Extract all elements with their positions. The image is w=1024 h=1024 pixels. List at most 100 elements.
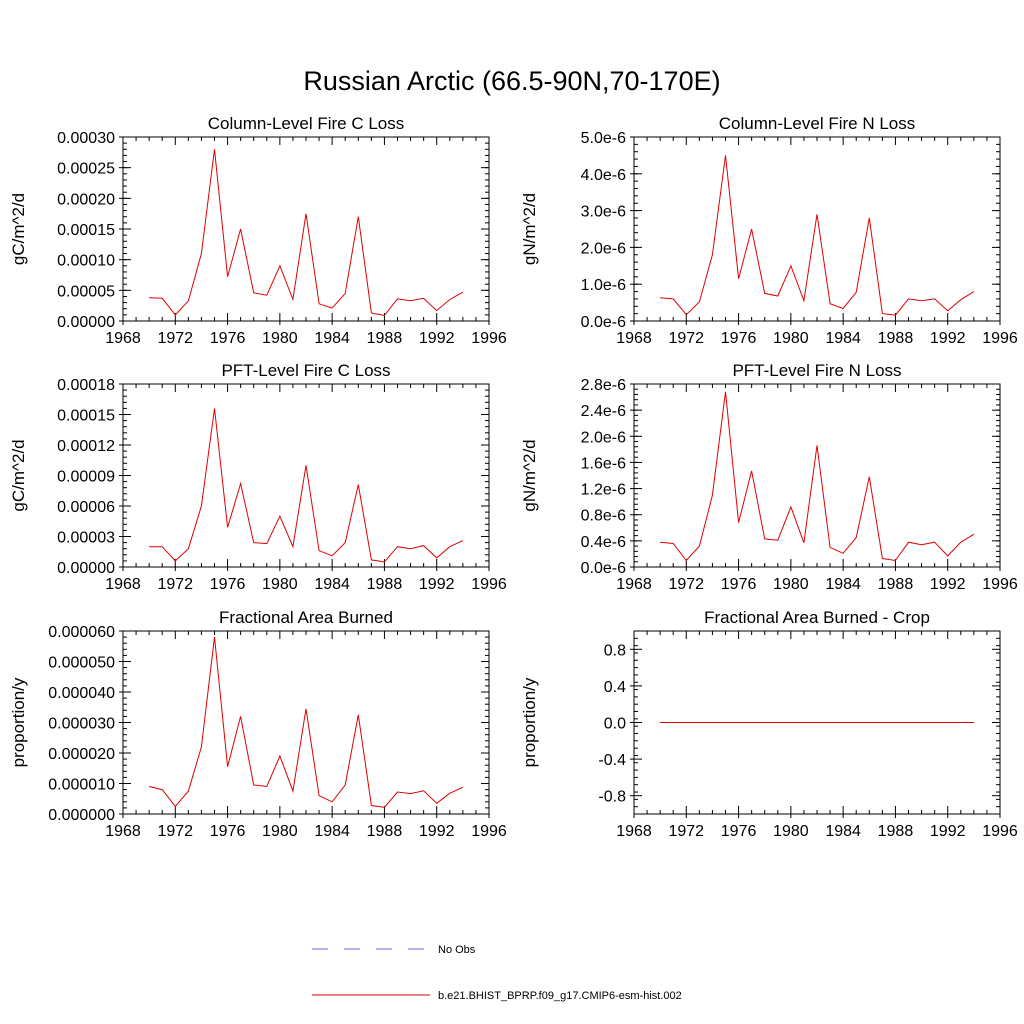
- x-tick-label: 1980: [262, 823, 298, 840]
- chart-panel: Fractional Area Burned proportion/y 1968 19…: [9, 608, 507, 840]
- y-tick-label: 0.0e-6: [581, 314, 626, 331]
- series-line: [660, 391, 975, 562]
- plot-frame: [633, 383, 1001, 568]
- x-tick-label: 1988: [367, 330, 403, 347]
- x-tick-label: 1984: [314, 823, 350, 840]
- legend-noobs-label: No Obs: [438, 944, 476, 956]
- chart-panel: Column-Level Fire C Loss gC/m^2/d 1968 1972…: [9, 114, 507, 347]
- figure-title: Russian Arctic (66.5-90N,70-170E): [303, 66, 720, 96]
- x-tick-label: 1972: [668, 823, 704, 840]
- x-tick-label: 1972: [157, 823, 193, 840]
- x-tick-label: 1972: [668, 330, 704, 347]
- panel-title: Column-Level Fire C Loss: [208, 114, 405, 133]
- x-tick-label: 1968: [105, 823, 141, 840]
- y-tick-label: 0.00000: [57, 560, 115, 577]
- x-tick-label: 1976: [210, 823, 246, 840]
- y-tick-label: 0.00030: [57, 130, 115, 147]
- x-tick-label: 1996: [471, 330, 507, 347]
- panel-title: PFT-Level Fire C Loss: [221, 361, 390, 380]
- series-line: [660, 155, 975, 316]
- x-tick-label: 1984: [825, 330, 861, 347]
- series-line: [149, 149, 464, 317]
- y-tick-label: 1.6e-6: [581, 455, 626, 472]
- y-tick-label: 0.4e-6: [581, 534, 626, 551]
- y-tick-label: 0.00009: [57, 469, 115, 486]
- x-tick-label: 1984: [825, 823, 861, 840]
- x-tick-label: 1984: [314, 330, 350, 347]
- y-tick-label: 0.000060: [48, 624, 115, 641]
- y-tick-label: 5.0e-6: [581, 130, 626, 147]
- y-tick-label: 0.00010: [57, 253, 115, 270]
- x-tick-label: 1996: [982, 330, 1018, 347]
- y-tick-label: 0.000050: [48, 655, 115, 672]
- y-tick-label: 0.000000: [48, 807, 115, 824]
- x-tick-label: 1992: [930, 823, 966, 840]
- y-tick-label: 0.00000: [57, 314, 115, 331]
- y-tick-label: 0.0e-6: [581, 560, 626, 577]
- y-tick-label: 0.000040: [48, 685, 115, 702]
- x-tick-label: 1992: [419, 823, 455, 840]
- y-tick-label: 2.0e-6: [581, 240, 626, 257]
- chart-panel: Fractional Area Burned - Crop proportion/…: [520, 608, 1018, 840]
- y-tick-label: 2.8e-6: [581, 377, 626, 394]
- x-tick-label: 1984: [314, 576, 350, 593]
- y-tick-label: 0.00012: [57, 438, 115, 455]
- x-tick-label: 1992: [930, 330, 966, 347]
- x-tick-label: 1980: [773, 330, 809, 347]
- x-tick-label: 1968: [616, 823, 652, 840]
- x-tick-label: 1988: [878, 823, 914, 840]
- y-axis-label: gN/m^2/d: [520, 439, 539, 511]
- x-tick-label: 1996: [982, 576, 1018, 593]
- plot-frame: [122, 630, 490, 815]
- y-tick-label: 0.000020: [48, 746, 115, 763]
- x-tick-label: 1988: [367, 576, 403, 593]
- y-tick-label: 0.00018: [57, 377, 115, 394]
- panel-title: Column-Level Fire N Loss: [719, 114, 916, 133]
- y-tick-label: -0.8: [598, 789, 626, 806]
- x-tick-label: 1980: [773, 576, 809, 593]
- legend: No Obs b.e21.BHIST_BPRP.f09_g17.CMIP6-es…: [312, 944, 682, 1002]
- x-tick-label: 1976: [210, 576, 246, 593]
- y-tick-label: 2.4e-6: [581, 403, 626, 420]
- x-tick-label: 1968: [105, 576, 141, 593]
- plot-frame: [122, 136, 490, 322]
- y-tick-label: -0.4: [598, 752, 626, 769]
- x-tick-label: 1996: [471, 576, 507, 593]
- series-line: [148, 637, 464, 808]
- chart-panel: Column-Level Fire N Loss gN/m^2/d 1968 1972…: [520, 114, 1018, 347]
- y-tick-label: 0.8: [604, 642, 626, 659]
- x-tick-label: 1988: [878, 330, 914, 347]
- y-tick-label: 0.00015: [57, 408, 115, 425]
- panels: Column-Level Fire C Loss gC/m^2/d 1968 1972…: [9, 114, 1018, 840]
- chart-panel: PFT-Level Fire N Loss gN/m^2/d 1968 1972 197…: [520, 361, 1018, 593]
- chart-panel: PFT-Level Fire C Loss gC/m^2/d 1968 1972 197…: [9, 361, 507, 593]
- x-tick-label: 1996: [471, 823, 507, 840]
- y-tick-label: 0.4: [604, 679, 626, 696]
- plot-frame: [122, 383, 490, 568]
- x-tick-label: 1992: [419, 330, 455, 347]
- y-tick-label: 0.00015: [57, 222, 115, 239]
- y-tick-label: 0.00006: [57, 499, 115, 516]
- y-tick-label: 0.0: [604, 716, 626, 733]
- x-tick-label: 1972: [157, 330, 193, 347]
- y-axis-label: proportion/y: [9, 677, 28, 767]
- x-tick-label: 1988: [878, 576, 914, 593]
- y-axis-label: gC/m^2/d: [9, 439, 28, 511]
- y-axis-label: gN/m^2/d: [520, 193, 539, 265]
- y-axis-label: proportion/y: [520, 677, 539, 767]
- x-tick-label: 1968: [105, 330, 141, 347]
- x-tick-label: 1980: [773, 823, 809, 840]
- y-tick-label: 0.00025: [57, 161, 115, 178]
- y-tick-label: 4.0e-6: [581, 167, 626, 184]
- x-tick-label: 1968: [616, 330, 652, 347]
- y-tick-label: 0.000010: [48, 777, 115, 794]
- x-tick-label: 1980: [262, 330, 298, 347]
- panel-title: Fractional Area Burned - Crop: [704, 608, 930, 627]
- legend-model-label: b.e21.BHIST_BPRP.f09_g17.CMIP6-esm-hist.…: [438, 990, 682, 1002]
- y-tick-label: 0.00003: [57, 530, 115, 547]
- y-tick-label: 0.00005: [57, 283, 115, 300]
- x-tick-label: 1976: [721, 330, 757, 347]
- x-tick-label: 1976: [721, 823, 757, 840]
- y-tick-label: 1.2e-6: [581, 482, 626, 499]
